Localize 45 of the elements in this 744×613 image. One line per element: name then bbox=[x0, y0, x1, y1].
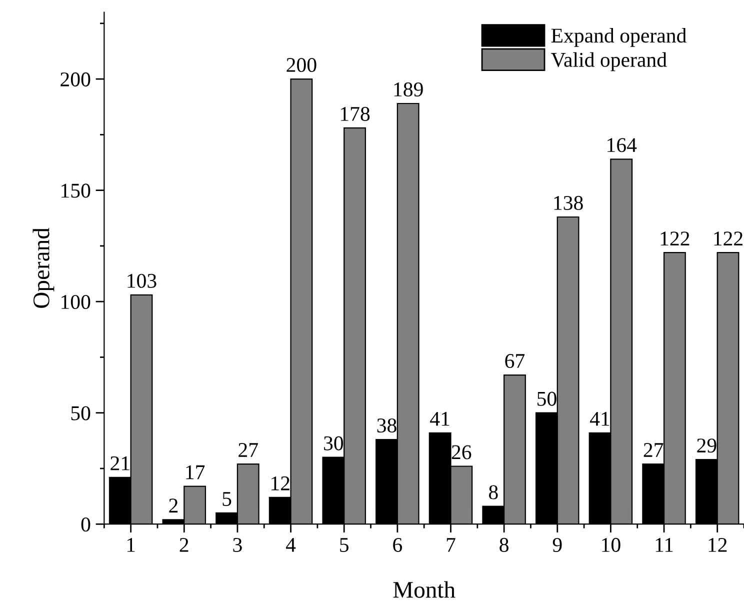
y-axis-title: Operand bbox=[32, 228, 54, 308]
data-label: 5 bbox=[222, 492, 232, 506]
data-label: 2 bbox=[169, 498, 178, 512]
data-label: 27 bbox=[238, 443, 258, 457]
data-label: 138 bbox=[554, 196, 583, 210]
x-tick-label: 3 bbox=[233, 538, 242, 552]
y-tick-label: 100 bbox=[62, 294, 90, 310]
data-label: 26 bbox=[452, 445, 472, 460]
x-tick-label: 7 bbox=[446, 538, 456, 552]
x-tick-label: 2 bbox=[180, 538, 188, 552]
data-label: 17 bbox=[186, 465, 205, 480]
data-label: 189 bbox=[394, 82, 423, 96]
data-label: 50 bbox=[538, 392, 556, 406]
data-label: 27 bbox=[644, 443, 664, 457]
data-label: 38 bbox=[377, 418, 396, 433]
data-label: 164 bbox=[608, 138, 637, 152]
x-tick-label: 4 bbox=[286, 538, 296, 552]
data-label: 29 bbox=[697, 438, 716, 453]
x-tick-label: 5 bbox=[340, 538, 348, 552]
x-axis-title: Month bbox=[393, 581, 456, 598]
legend-label: Valid operand bbox=[551, 52, 667, 72]
data-label: 41 bbox=[590, 412, 610, 426]
data-label: 200 bbox=[286, 58, 316, 72]
data-label: 12 bbox=[272, 476, 290, 490]
y-tick-label: 200 bbox=[60, 72, 90, 86]
data-label: 178 bbox=[340, 106, 370, 121]
data-label: 67 bbox=[505, 354, 525, 368]
x-tick-label: 8 bbox=[500, 538, 508, 552]
x-tick-label: 9 bbox=[552, 538, 562, 552]
data-label: 8 bbox=[488, 485, 498, 500]
data-label: 122 bbox=[660, 232, 690, 246]
data-label: 122 bbox=[714, 232, 742, 246]
data-label: 103 bbox=[128, 274, 156, 288]
data-label: 21 bbox=[110, 456, 130, 470]
legend-label: Expand operand bbox=[551, 28, 686, 47]
x-tick-label: 1 bbox=[127, 538, 135, 552]
y-tick-label: 50 bbox=[71, 406, 90, 420]
y-tick-label: 150 bbox=[62, 184, 90, 198]
y-tick-label: 0 bbox=[81, 517, 90, 532]
x-tick-label: 12 bbox=[708, 538, 727, 552]
data-label: 30 bbox=[324, 436, 344, 450]
data-label: 41 bbox=[430, 412, 450, 426]
x-tick-label: 10 bbox=[602, 538, 620, 552]
x-tick-label: 6 bbox=[393, 538, 402, 552]
x-tick-label: 11 bbox=[656, 538, 673, 552]
